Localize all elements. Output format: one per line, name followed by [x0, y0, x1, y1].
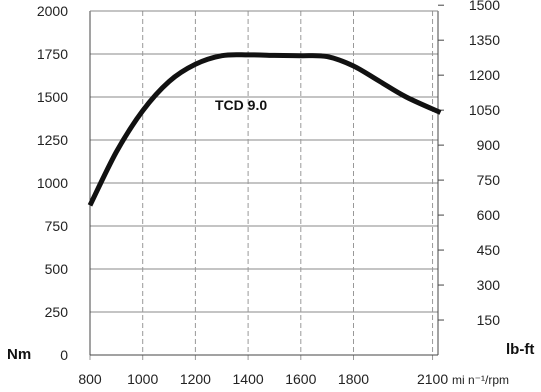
y-tick-label-right: 1350	[469, 32, 500, 48]
series-line-tcd-9-0	[87, 52, 442, 207]
y-axis-label-left: Nm	[7, 346, 31, 363]
y-tick-label-left: 250	[45, 304, 69, 320]
x-tick-label: 1000	[127, 371, 158, 387]
x-tick-label: 1800	[338, 371, 369, 387]
x-axis-label: mi n⁻¹/rpm	[452, 373, 509, 387]
y-tick-label-right: 1050	[469, 102, 500, 118]
y-tick-label-right: 600	[477, 207, 501, 223]
x-tick-label: 1200	[180, 371, 211, 387]
axes	[89, 10, 439, 356]
y-tick-label-right: 900	[477, 137, 501, 153]
x-tick-label: 800	[78, 371, 102, 387]
y-tick-label-left: 1500	[37, 89, 68, 105]
y-tick-label-left: 1000	[37, 175, 68, 191]
y-tick-label-left: 0	[60, 347, 68, 363]
y-axis-label-right: lb-ft	[506, 341, 534, 358]
y-axis-ticks-right: 150 300 450 600 750 900 1050 1200 1350 1500	[438, 0, 500, 328]
y-tick-label-right: 750	[477, 172, 501, 188]
y-tick-label-left: 500	[45, 261, 69, 277]
y-tick-label-right: 300	[477, 277, 501, 293]
x-tick-label: 1600	[285, 371, 316, 387]
y-tick-label-left: 1750	[37, 46, 68, 62]
grid	[89, 10, 438, 361]
y-tick-label-right: 150	[477, 312, 501, 328]
y-tick-label-right: 450	[477, 242, 501, 258]
series-label: TCD 9.0	[215, 97, 267, 113]
y-axis-ticks-left: 0 250 500 750 1000 1250 1500 1750 2000	[37, 3, 68, 363]
x-tick-label: 1400	[233, 371, 264, 387]
y-tick-label-left: 750	[45, 218, 69, 234]
y-tick-label-left: 1250	[37, 132, 68, 148]
y-tick-label-right: 1200	[469, 67, 500, 83]
series-group: TCD 9.0	[87, 52, 442, 207]
x-axis-ticks: 800 1000 1200 1400 1600 1800 2100	[78, 371, 448, 387]
x-tick-label: 2100	[417, 371, 448, 387]
y-tick-label-left: 2000	[37, 3, 68, 19]
y-tick-label-right: 1500	[469, 0, 500, 13]
